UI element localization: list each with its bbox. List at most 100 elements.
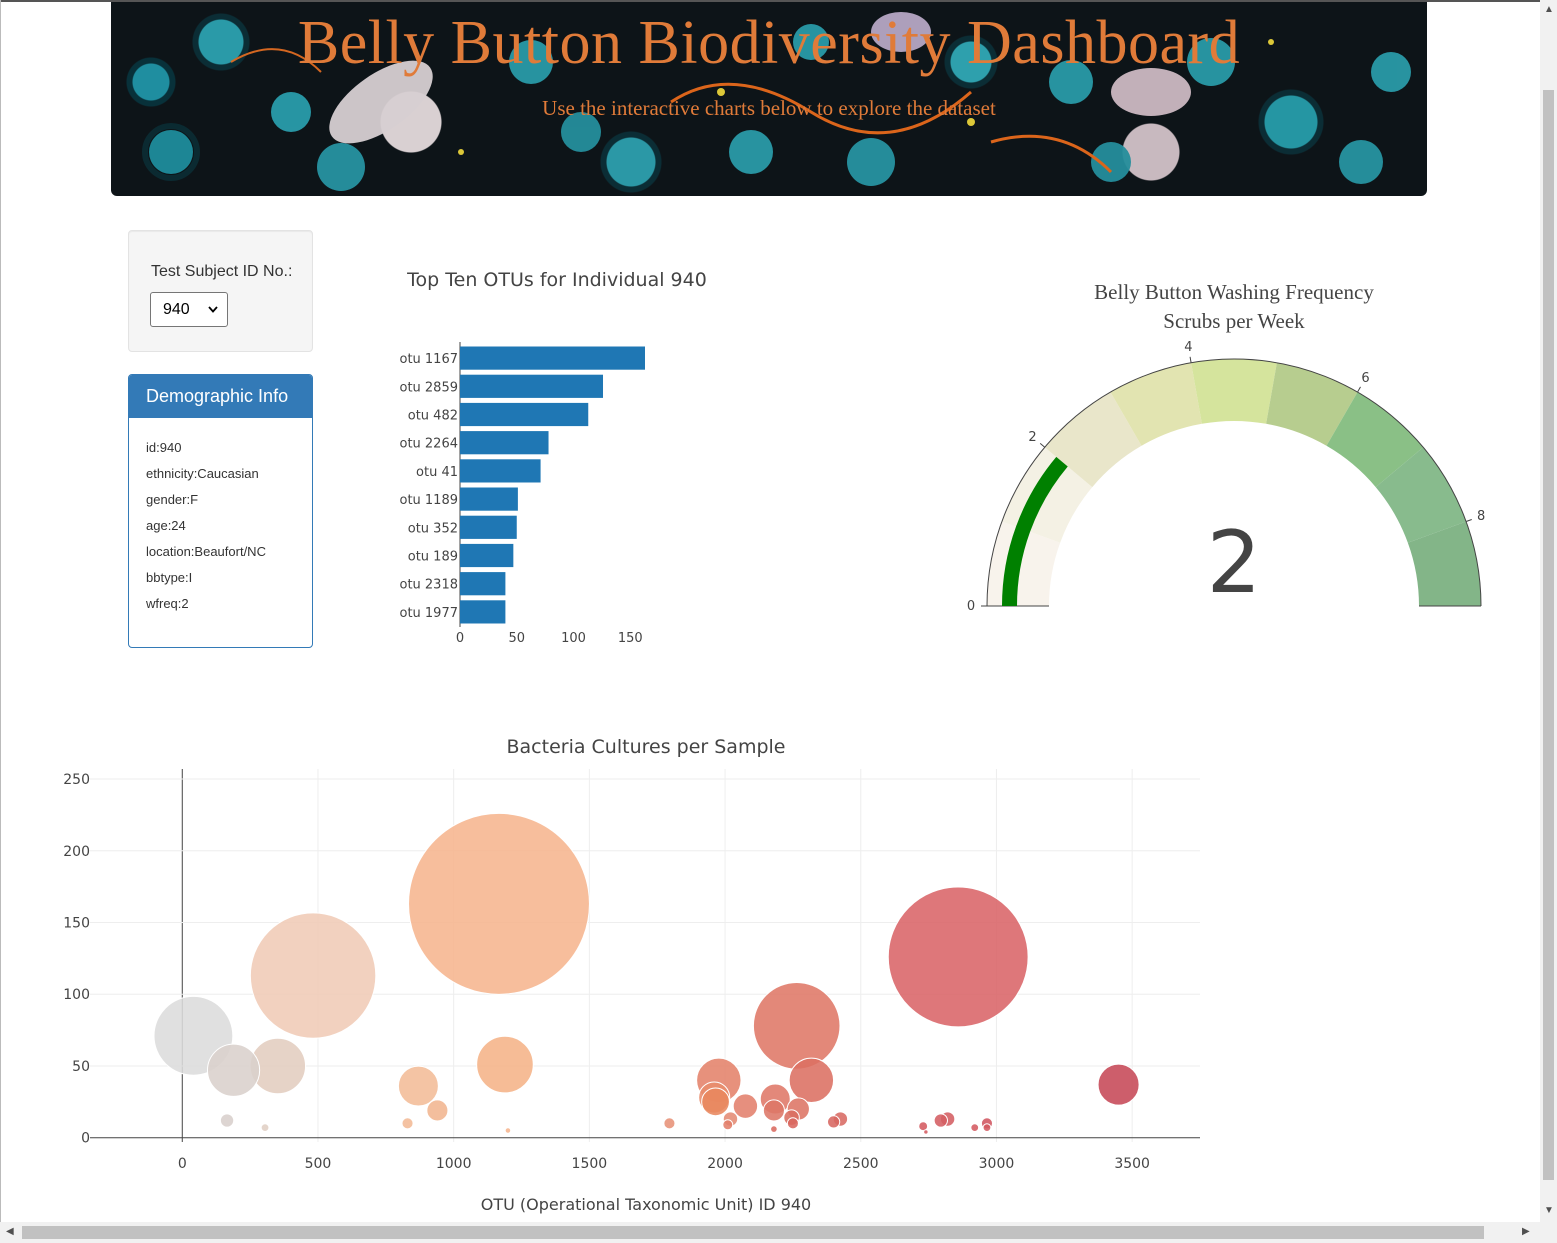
bubble-point	[887, 886, 1029, 1028]
gauge-step-8	[1407, 521, 1481, 606]
bubble-x-tick-label: 500	[305, 1156, 332, 1172]
metadata-row-age: age:24	[146, 518, 186, 533]
horizontal-scrollbar[interactable]: ◀ ▶	[0, 1222, 1557, 1243]
gauge-tick	[1465, 518, 1472, 522]
bubble-point	[722, 1119, 734, 1131]
bar-category-label: otu 2318	[399, 578, 458, 593]
top-ten-otus-bar-chart: Top Ten OTUs for Individual 940 otu 1167 o…	[399, 269, 707, 646]
bubble-point	[970, 1123, 980, 1133]
vertical-scroll-thumb[interactable]	[1543, 90, 1554, 1180]
bubble-x-tick-label: 3500	[1114, 1156, 1150, 1172]
window-left-border	[0, 0, 1, 1243]
demographic-info-panel: Demographic Info id:940 ethnicity:Caucas…	[128, 374, 313, 648]
bubble-y-tick-label: 0	[81, 1131, 90, 1147]
bubble-point	[249, 912, 377, 1039]
bar-category-label: otu 1167	[399, 352, 458, 367]
bar-otu-352	[460, 515, 517, 539]
vertical-scrollbar[interactable]: ▲ ▼	[1540, 0, 1557, 1222]
bar-category-label: otu 1977	[399, 606, 458, 621]
bubble-point	[476, 1035, 534, 1094]
bubble-point	[786, 1117, 799, 1130]
bubble-y-tick-label: 50	[72, 1059, 90, 1075]
bar-otu-1189	[460, 487, 518, 511]
bar-otu-482	[460, 402, 589, 427]
metadata-row-wfreq: wfreq:2	[146, 596, 189, 611]
bubble-chart-title: Bacteria Cultures per Sample	[507, 736, 786, 758]
bubble-y-tick-label: 250	[63, 772, 90, 788]
bar-otu-189	[460, 543, 514, 568]
bubble-point	[933, 1113, 948, 1128]
scroll-down-arrow-icon[interactable]: ▼	[1544, 1205, 1554, 1216]
gauge-outer-border	[986, 358, 1482, 607]
metadata-row-gender: gender:F	[146, 492, 199, 507]
bubble-point	[770, 1125, 778, 1133]
bubble-x-tick-label: 0	[178, 1156, 187, 1172]
bubble-y-tick-label: 200	[63, 844, 90, 860]
demographic-info-heading: Demographic Info	[129, 375, 312, 418]
bubble-x-tick-label: 2000	[707, 1156, 743, 1172]
gauge-step-6	[1326, 392, 1424, 488]
bubble-point	[401, 1117, 414, 1130]
bubble-point	[219, 1113, 235, 1128]
bubble-x-tick-label: 1500	[572, 1156, 608, 1172]
bar-x-tick-label: 150	[618, 631, 643, 646]
bubble-point	[260, 1123, 270, 1133]
gauge-tick-label: 2	[1028, 430, 1036, 445]
bubble-point	[663, 1117, 676, 1130]
scroll-right-arrow-icon[interactable]: ▶	[1522, 1226, 1530, 1237]
bar-category-label: otu 1189	[399, 493, 458, 508]
gauge-step-7	[1375, 447, 1467, 543]
page-title: Belly Button Biodiversity Dashboard	[297, 9, 1241, 77]
bar-category-label: otu 189	[408, 550, 458, 565]
bubble-point	[504, 1127, 512, 1134]
bar-otu-41	[460, 459, 541, 483]
window-top-border	[0, 0, 1557, 2]
gauge-value-label: 2	[1207, 513, 1262, 613]
bar-chart-title: Top Ten OTUs for Individual 940	[406, 269, 707, 291]
bar-otu-1977	[460, 600, 506, 624]
bar-category-label: otu 2859	[399, 380, 458, 395]
page-subtitle: Use the interactive charts below to expl…	[542, 96, 996, 120]
gauge-tick	[1357, 386, 1361, 393]
metadata-row-bbtype: bbtype:I	[146, 570, 193, 585]
bubble-point	[732, 1093, 759, 1119]
gauge-tick-label: 6	[1361, 371, 1369, 386]
bar-category-label: otu 352	[408, 521, 458, 536]
gauge-tick	[1189, 356, 1192, 363]
scroll-up-arrow-icon[interactable]: ▲	[1544, 4, 1554, 15]
bubble-point	[1097, 1063, 1140, 1106]
metadata-row-id: id:940	[146, 440, 182, 455]
gauge-tick-label: 4	[1184, 340, 1192, 355]
bar-x-tick-label: 0	[456, 631, 464, 646]
bubble-point	[762, 1099, 785, 1122]
bubble-point	[918, 1121, 929, 1132]
bubble-point	[206, 1043, 261, 1097]
bar-category-label: otu 41	[416, 465, 458, 480]
gauge-tick-label: 0	[967, 599, 975, 614]
subject-id-select[interactable]: 940	[150, 292, 228, 327]
bubble-y-tick-label: 100	[63, 987, 90, 1003]
scroll-left-arrow-icon[interactable]: ◀	[6, 1226, 14, 1237]
demographic-info-body: id:940 ethnicity:Caucasian gender:F age:…	[129, 418, 312, 622]
metadata-row-location: location:Beaufort/NC	[146, 544, 266, 559]
bubble-x-axis-label: OTU (Operational Taxonomic Unit) ID 940	[481, 1195, 811, 1214]
horizontal-scroll-thumb[interactable]	[22, 1226, 1484, 1239]
gauge-step-2	[1044, 392, 1142, 488]
hero-banner: Belly Button Biodiversity Dashboard Use …	[111, 2, 1427, 196]
gauge-step-4	[1191, 359, 1277, 424]
bar-otu-1167	[460, 346, 645, 370]
bar-category-label: otu 482	[408, 409, 458, 424]
metadata-row-ethnicity: ethnicity:Caucasian	[146, 466, 259, 481]
subject-id-selected-value: 940	[163, 301, 190, 318]
bubble-x-tick-label: 2500	[843, 1156, 879, 1172]
bubble-x-tick-label: 3000	[979, 1156, 1015, 1172]
gauge-step-3	[1110, 362, 1202, 446]
gauge-tick-label: 8	[1477, 509, 1485, 524]
bar-category-label: otu 2264	[399, 437, 458, 452]
bubble-point	[982, 1123, 992, 1133]
bubble-point	[397, 1065, 439, 1107]
bar-x-tick-label: 100	[561, 631, 586, 646]
bubble-point	[788, 1057, 835, 1104]
bar-x-tick-label: 50	[508, 631, 525, 646]
